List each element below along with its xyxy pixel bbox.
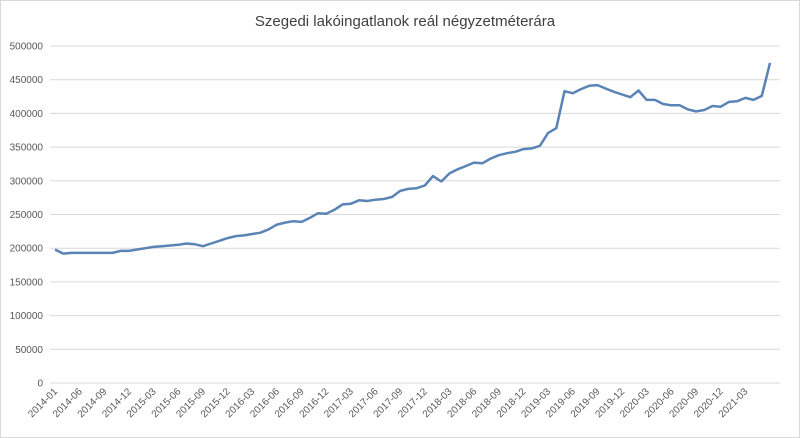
y-tick-label: 450000 [10, 75, 44, 86]
y-tick-label: 500000 [10, 42, 44, 53]
y-tick-label: 400000 [10, 109, 44, 120]
y-tick-label: 100000 [10, 311, 44, 322]
y-tick-label: 0 [37, 379, 43, 390]
y-tick-label: 200000 [10, 244, 44, 255]
series-line [54, 62, 772, 255]
y-tick-label: 350000 [10, 143, 44, 154]
y-tick-label: 250000 [10, 210, 44, 221]
y-tick-label: 50000 [15, 345, 43, 356]
y-tick-label: 150000 [10, 277, 44, 288]
y-tick-label: 300000 [10, 176, 44, 187]
chart-title: Szegedi lakóingatlanok reál négyzetméter… [255, 13, 556, 30]
